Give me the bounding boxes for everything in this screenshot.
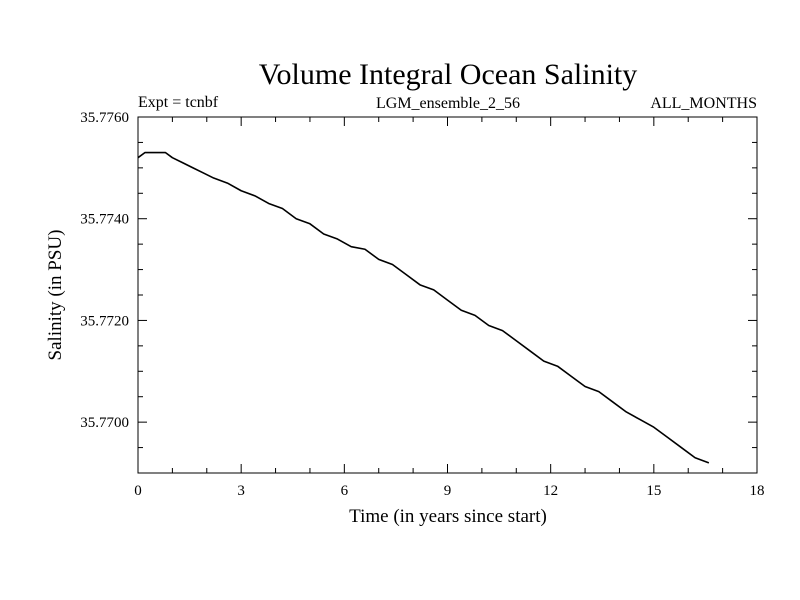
header-center: LGM_ensemble_2_56 xyxy=(376,95,520,112)
y-axis-label: Salinity (in PSU) xyxy=(45,230,66,361)
y-tick-label: 35.7760 xyxy=(80,110,129,126)
y-tick-label: 35.7700 xyxy=(80,415,129,431)
x-tick-label: 6 xyxy=(341,483,349,499)
salinity-line xyxy=(137,151,710,464)
y-tick-label: 35.7720 xyxy=(80,313,129,329)
x-axis-label: Time (in years since start) xyxy=(349,506,547,527)
series-group xyxy=(137,151,710,464)
x-axis: 0 3 6 9 12 15 18 xyxy=(134,117,765,499)
chart-title: Volume Integral Ocean Salinity xyxy=(259,58,638,91)
x-tick-label: 15 xyxy=(646,483,661,499)
header-right: ALL_MONTHS xyxy=(650,95,757,112)
plot-frame xyxy=(137,116,758,474)
minor-ticks xyxy=(138,117,757,474)
y-axis: 35.7700 35.7720 35.7740 35.7760 xyxy=(80,110,757,431)
x-tick-label: 0 xyxy=(134,483,142,499)
x-tick-label: 18 xyxy=(750,483,765,499)
x-tick-label: 12 xyxy=(543,483,558,499)
header-left: Expt = tcnbf xyxy=(138,94,219,111)
y-tick-label: 35.7740 xyxy=(80,212,129,228)
x-tick-label: 3 xyxy=(237,483,245,499)
x-tick-label: 9 xyxy=(444,483,452,499)
